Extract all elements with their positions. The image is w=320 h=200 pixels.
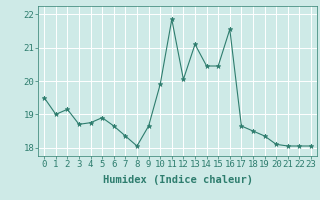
X-axis label: Humidex (Indice chaleur): Humidex (Indice chaleur) — [103, 175, 252, 185]
